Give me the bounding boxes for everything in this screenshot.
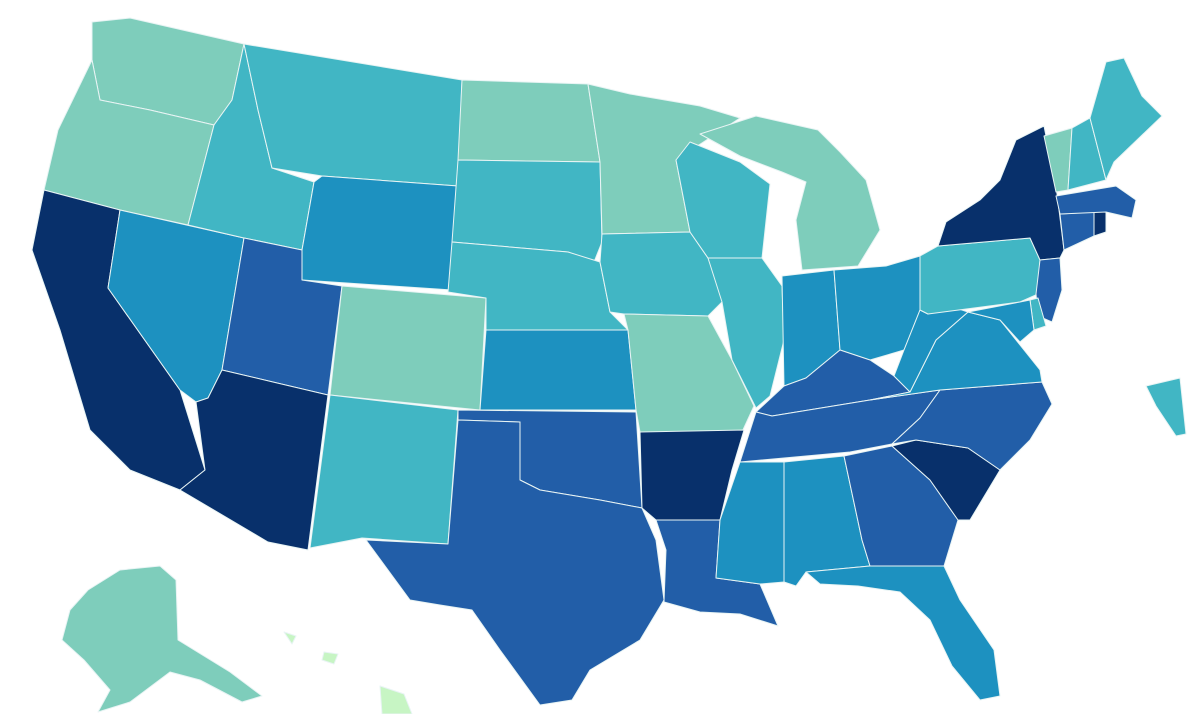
- state-CO[interactable]: [329, 285, 487, 411]
- state-AZ[interactable]: [179, 369, 329, 551]
- state-WY[interactable]: [301, 175, 459, 291]
- state-MD[interactable]: [967, 299, 1035, 343]
- state-KS[interactable]: [479, 329, 637, 411]
- state-NM[interactable]: [309, 394, 459, 549]
- state-NC[interactable]: [891, 381, 1053, 471]
- state-AK[interactable]: [61, 565, 263, 713]
- state-TX[interactable]: [365, 419, 665, 706]
- state-ME[interactable]: [1089, 57, 1163, 181]
- state-IL[interactable]: [707, 257, 785, 409]
- state-MA[interactable]: [1055, 185, 1137, 219]
- state-FL[interactable]: [805, 565, 1001, 701]
- state-MT[interactable]: [243, 43, 463, 187]
- state-CT[interactable]: [1059, 211, 1095, 251]
- state-NY[interactable]: [937, 125, 1065, 261]
- state-RI[interactable]: [1093, 211, 1107, 237]
- state-ND[interactable]: [457, 79, 601, 163]
- state-MI[interactable]: [699, 115, 881, 271]
- territory-PR[interactable]: [1145, 377, 1187, 437]
- state-HI[interactable]: [283, 631, 413, 714]
- state-NJ[interactable]: [1035, 257, 1063, 323]
